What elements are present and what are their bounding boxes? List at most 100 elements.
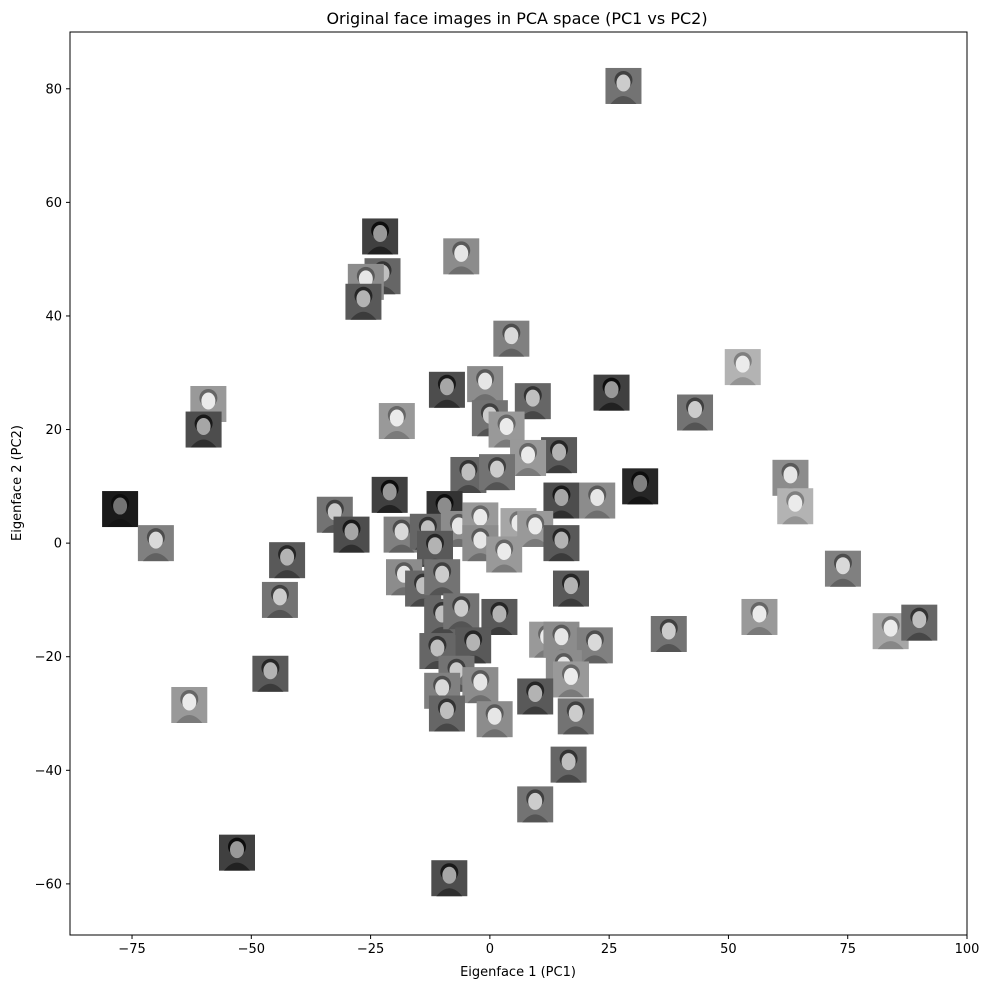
face-thumbnail: [493, 320, 530, 357]
x-axis: −75 −50 −25 0 25 50 75 100: [118, 935, 979, 957]
thumbnail-shoulders: [376, 504, 403, 513]
thumbnail-face: [783, 466, 798, 484]
face-thumbnail: [462, 667, 499, 704]
x-axis-title: Eigenface 1 (PC1): [460, 965, 576, 980]
thumbnail-face: [437, 497, 452, 515]
thumbnail-face: [280, 548, 295, 566]
x-tick-label: 0: [486, 942, 494, 957]
face-thumbnail: [333, 516, 370, 553]
x-tick-label: −50: [238, 942, 265, 957]
face-thumbnail: [371, 476, 408, 513]
thumbnail-shoulders: [491, 564, 518, 573]
thumbnail-face: [752, 605, 767, 623]
y-tick-label: 0: [54, 537, 62, 552]
face-thumbnail: [218, 834, 255, 871]
thumbnail-shoulders: [142, 553, 169, 562]
thumbnail-face: [358, 270, 373, 288]
thumbnail-face: [487, 707, 502, 725]
face-thumbnail: [901, 604, 938, 641]
x-tick-label: 50: [720, 942, 737, 957]
thumbnail-shoulders: [433, 723, 460, 732]
thumbnail-face: [272, 588, 287, 606]
face-thumbnail: [552, 661, 589, 698]
thumbnail-shoulders: [486, 626, 513, 635]
thumbnail-face: [473, 531, 488, 549]
y-tick-label: 40: [45, 309, 62, 324]
thumbnail-face: [113, 497, 128, 515]
thumbnail-shoulders: [555, 774, 582, 783]
face-thumbnail: [486, 536, 523, 573]
thumbnail-shoulders: [448, 266, 475, 275]
thumbnail-shoulders: [274, 570, 301, 579]
thumbnail-face: [473, 508, 488, 526]
face-thumbnail: [550, 746, 587, 783]
thumbnail-face: [554, 628, 569, 646]
x-tick-label: −25: [357, 942, 384, 957]
face-thumbnail: [137, 525, 174, 562]
thumbnail-face: [454, 599, 469, 617]
thumbnail-shoulders: [448, 621, 475, 630]
thumbnail-face: [473, 673, 488, 691]
thumbnail-face: [428, 537, 443, 555]
face-thumbnail: [424, 559, 461, 596]
face-thumbnails: [102, 67, 938, 897]
thumbnail-face: [554, 531, 569, 549]
thumbnail-shoulders: [266, 609, 293, 618]
thumbnail-face: [461, 463, 476, 481]
thumbnail-face: [788, 494, 803, 512]
thumbnail-face: [561, 753, 576, 771]
thumbnail-face: [604, 381, 619, 399]
thumbnail-shoulders: [906, 632, 933, 641]
thumbnail-shoulders: [107, 519, 134, 528]
face-thumbnail: [541, 437, 578, 474]
thumbnail-face: [439, 378, 454, 396]
thumbnail-face: [492, 605, 507, 623]
face-thumbnail: [185, 411, 222, 448]
chart-title: Original face images in PCA space (PC1 v…: [326, 9, 707, 28]
face-thumbnail: [622, 468, 659, 505]
face-thumbnail: [345, 283, 382, 320]
thumbnail-face: [490, 460, 505, 478]
face-thumbnail: [171, 686, 208, 723]
thumbnail-shoulders: [627, 496, 654, 505]
y-tick-label: −20: [35, 650, 62, 665]
face-thumbnail: [476, 701, 513, 738]
thumbnail-face: [528, 517, 543, 535]
face-thumbnail: [517, 510, 554, 547]
thumbnail-shoulders: [746, 626, 773, 635]
thumbnail-shoulders: [388, 544, 415, 553]
y-axis: −60 −40 −20 0 20 40 60 80: [35, 82, 70, 892]
thumbnail-shoulders: [515, 467, 542, 476]
thumbnail-shoulders: [877, 641, 904, 650]
thumbnail-face: [442, 866, 457, 884]
thumbnail-face: [148, 531, 163, 549]
thumbnail-shoulders: [584, 510, 611, 519]
thumbnail-shoulders: [519, 411, 546, 420]
face-thumbnail: [428, 371, 465, 408]
thumbnail-face: [454, 244, 469, 262]
thumbnail-face: [504, 327, 519, 345]
plot-frame: [69, 31, 968, 936]
thumbnail-shoulders: [581, 655, 608, 664]
face-thumbnail: [510, 439, 547, 476]
face-thumbnail: [431, 860, 468, 897]
thumbnail-shoulders: [350, 311, 377, 320]
thumbnail-face: [497, 542, 512, 560]
thumbnail-face: [182, 693, 197, 711]
thumbnail-face: [587, 633, 602, 651]
thumbnail-face: [528, 684, 543, 702]
face-thumbnail: [378, 403, 415, 440]
face-thumbnail: [579, 482, 616, 519]
thumbnail-shoulders: [562, 726, 589, 735]
face-thumbnail: [479, 454, 516, 491]
thumbnail-shoulders: [383, 431, 410, 440]
thumbnail-face: [688, 401, 703, 419]
thumbnail-face: [661, 622, 676, 640]
face-thumbnail: [741, 598, 778, 635]
thumbnail-face: [521, 446, 536, 464]
thumbnail-face: [590, 489, 605, 507]
thumbnail-face: [373, 224, 388, 242]
thumbnail-shoulders: [729, 377, 756, 386]
thumbnail-face: [435, 679, 450, 697]
face-thumbnail: [605, 67, 642, 104]
